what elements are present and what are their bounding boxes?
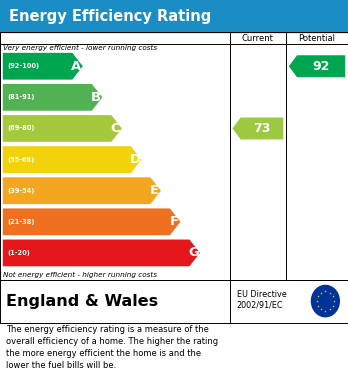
Text: (1-20): (1-20) <box>7 250 30 256</box>
Text: (55-68): (55-68) <box>7 156 34 163</box>
Text: EU Directive: EU Directive <box>237 289 286 299</box>
Text: E: E <box>150 184 159 197</box>
Text: D: D <box>129 153 141 166</box>
Text: 92: 92 <box>313 60 330 73</box>
Text: (21-38): (21-38) <box>7 219 34 225</box>
Text: (81-91): (81-91) <box>7 94 34 100</box>
Polygon shape <box>3 208 180 235</box>
Text: 73: 73 <box>253 122 271 135</box>
Polygon shape <box>3 146 141 173</box>
Text: Potential: Potential <box>299 34 335 43</box>
Text: Current: Current <box>242 34 274 43</box>
Text: England & Wales: England & Wales <box>6 294 158 308</box>
Polygon shape <box>3 177 161 204</box>
Circle shape <box>311 285 339 317</box>
Bar <box>0 32 348 280</box>
Polygon shape <box>3 53 83 80</box>
Text: The energy efficiency rating is a measure of the
overall efficiency of a home. T: The energy efficiency rating is a measur… <box>6 325 219 370</box>
Text: Not energy efficient - higher running costs: Not energy efficient - higher running co… <box>3 272 158 278</box>
Text: (92-100): (92-100) <box>7 63 39 69</box>
Polygon shape <box>3 84 102 111</box>
Text: Very energy efficient - lower running costs: Very energy efficient - lower running co… <box>3 45 158 52</box>
Text: (39-54): (39-54) <box>7 188 34 194</box>
Text: (69-80): (69-80) <box>7 126 34 131</box>
Polygon shape <box>289 55 345 77</box>
Bar <box>0 280 348 323</box>
Text: 2002/91/EC: 2002/91/EC <box>237 300 283 310</box>
Text: F: F <box>169 215 179 228</box>
Text: C: C <box>111 122 120 135</box>
Polygon shape <box>3 115 122 142</box>
Text: A: A <box>71 60 82 73</box>
Text: B: B <box>91 91 101 104</box>
Bar <box>0 0 348 32</box>
Text: G: G <box>188 246 199 259</box>
Text: Energy Efficiency Rating: Energy Efficiency Rating <box>9 9 211 23</box>
Polygon shape <box>232 117 283 140</box>
Polygon shape <box>3 240 200 266</box>
